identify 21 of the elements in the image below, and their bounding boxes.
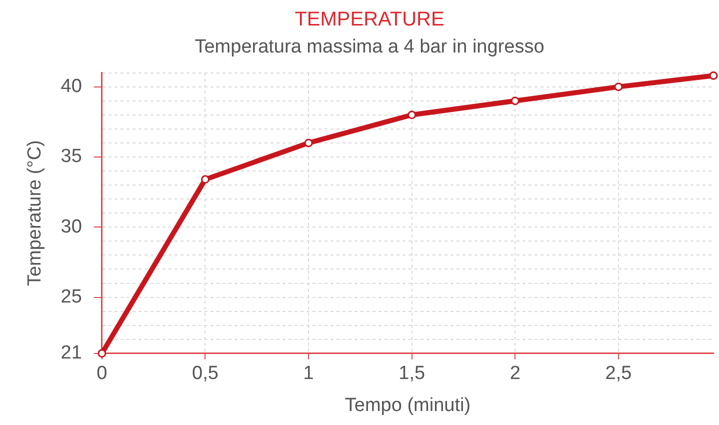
- x-tick-label: 1: [303, 363, 314, 384]
- point: [614, 82, 623, 92]
- x-tick-label: 1,5: [398, 363, 426, 384]
- x-axis-title: Tempo (minuti): [344, 394, 471, 416]
- point: [510, 96, 520, 106]
- y-tick-label: 35: [60, 146, 82, 168]
- y-tick-label: 21: [60, 342, 82, 364]
- y-axis-title: Temperature (°C): [24, 140, 46, 286]
- point: [304, 138, 313, 148]
- x-tick-label: 2: [510, 363, 520, 384]
- point: [200, 175, 210, 184]
- x-tick-label: 2,5: [605, 363, 632, 384]
- chart-subtitle: Temperatura massima a 4 bar in ingresso: [194, 36, 544, 58]
- y-tick-label: 30: [60, 216, 82, 238]
- point: [709, 71, 718, 80]
- y-tick-label: 40: [60, 76, 82, 98]
- x-tick-label: 0,5: [192, 363, 218, 384]
- point: [408, 110, 416, 120]
- chart-title: TEMPERATURE: [294, 8, 444, 31]
- x-tick-label: 0: [96, 363, 108, 384]
- y-tick-label: 25: [60, 286, 82, 308]
